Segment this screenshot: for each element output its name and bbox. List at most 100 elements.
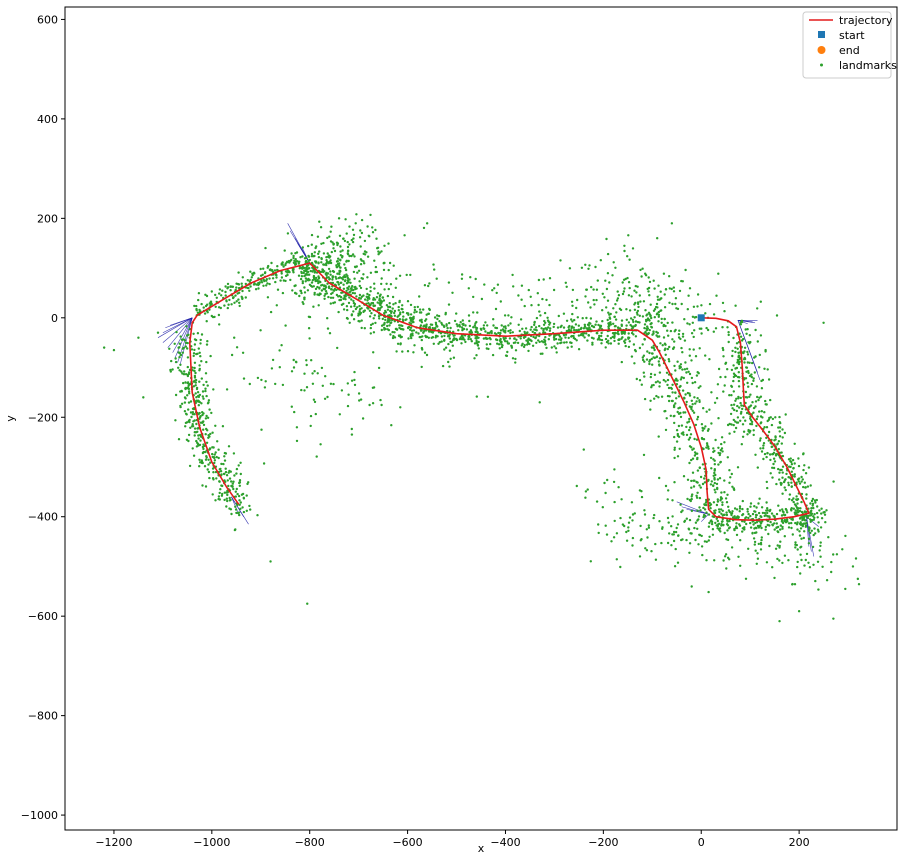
landmark-point	[733, 408, 736, 412]
landmark-point	[206, 384, 209, 387]
landmark-point	[540, 327, 543, 330]
landmark-point	[595, 500, 599, 503]
landmark-point	[346, 382, 349, 385]
landmark-point	[300, 291, 303, 295]
landmark-point	[363, 239, 367, 243]
landmark-point	[749, 340, 752, 344]
landmark-point	[744, 390, 748, 394]
landmark-point	[329, 261, 333, 265]
landmark-point	[622, 278, 626, 281]
landmark-point	[198, 393, 202, 397]
landmark-point	[363, 327, 366, 330]
landmark-point	[287, 259, 291, 263]
landmark-point	[559, 259, 562, 262]
landmark-point	[310, 359, 313, 362]
landmark-point	[337, 217, 341, 220]
landmark-point	[461, 323, 464, 326]
landmark-point	[437, 314, 441, 318]
landmark-point	[678, 289, 682, 293]
landmark-point	[235, 511, 238, 515]
landmark-point	[353, 292, 357, 295]
landmark-point	[818, 549, 821, 552]
landmark-point	[754, 526, 757, 529]
landmark-point	[320, 289, 324, 292]
landmark-point	[626, 255, 629, 258]
landmark-point	[753, 510, 756, 513]
landmark-point	[638, 314, 641, 317]
landmark-point	[682, 433, 685, 436]
landmark-point	[202, 447, 205, 451]
landmark-point	[720, 436, 724, 439]
landmark-point	[512, 285, 515, 288]
landmark-point	[690, 509, 694, 513]
landmark-point	[767, 430, 771, 434]
landmark-point	[762, 442, 766, 445]
landmark-point	[205, 456, 208, 459]
landmark-point	[607, 311, 610, 314]
landmark-point	[713, 481, 716, 485]
landmark-point	[533, 323, 536, 327]
landmark-point	[494, 338, 498, 341]
landmark-point	[391, 295, 395, 299]
landmark-point	[369, 323, 373, 327]
trajectory-line	[189, 262, 810, 522]
landmark-point	[631, 318, 635, 322]
landmark-point	[810, 519, 814, 522]
landmark-point	[372, 351, 375, 354]
landmark-point	[747, 547, 750, 550]
landmark-point	[695, 400, 698, 403]
landmark-point	[313, 370, 316, 373]
landmark-point	[523, 343, 526, 347]
landmark-point	[352, 310, 355, 313]
landmark-point	[593, 303, 596, 306]
landmark-point	[202, 428, 205, 431]
trajectory-series	[189, 262, 810, 522]
landmark-point	[790, 521, 793, 525]
landmark-point	[817, 521, 820, 524]
landmark-point	[322, 241, 325, 245]
landmark-point	[208, 302, 211, 305]
landmark-point	[510, 316, 513, 319]
landmark-point	[749, 393, 752, 396]
landmark-point	[227, 484, 230, 488]
landmark-point	[185, 438, 189, 441]
landmark-point	[571, 288, 575, 292]
landmark-point	[331, 281, 335, 285]
landmark-point	[703, 508, 707, 511]
landmark-point	[761, 416, 764, 419]
landmark-point	[407, 313, 410, 316]
landmark-point	[790, 526, 793, 530]
landmark-point	[674, 402, 677, 405]
landmark-point	[552, 288, 556, 292]
landmark-point	[366, 255, 370, 258]
landmark-point	[349, 281, 352, 284]
landmark-point	[206, 468, 209, 471]
landmark-point	[238, 513, 241, 517]
landmark-point	[717, 272, 720, 275]
landmark-point	[615, 299, 619, 302]
landmark-point	[650, 326, 654, 329]
landmark-point	[809, 512, 813, 515]
landmark-point	[225, 474, 229, 477]
landmark-point	[674, 302, 677, 306]
landmark-point	[271, 277, 275, 280]
landmark-point	[618, 327, 622, 330]
landmark-point	[575, 484, 578, 488]
landmark-point	[208, 476, 211, 480]
landmark-point	[394, 302, 397, 305]
landmark-point	[816, 505, 819, 508]
landmark-point	[673, 481, 676, 484]
landmark-point	[721, 301, 725, 305]
landmark-point	[226, 491, 229, 494]
landmark-point	[700, 534, 703, 538]
landmark-point	[228, 477, 232, 480]
landmark-point	[694, 521, 698, 524]
landmark-point	[309, 424, 312, 428]
landmark-point	[584, 496, 587, 499]
landmark-point	[742, 351, 745, 355]
landmark-point	[697, 543, 700, 546]
landmark-point	[623, 340, 626, 343]
landmark-point	[670, 222, 674, 225]
landmark-point	[600, 334, 603, 338]
landmark-point	[719, 530, 722, 533]
